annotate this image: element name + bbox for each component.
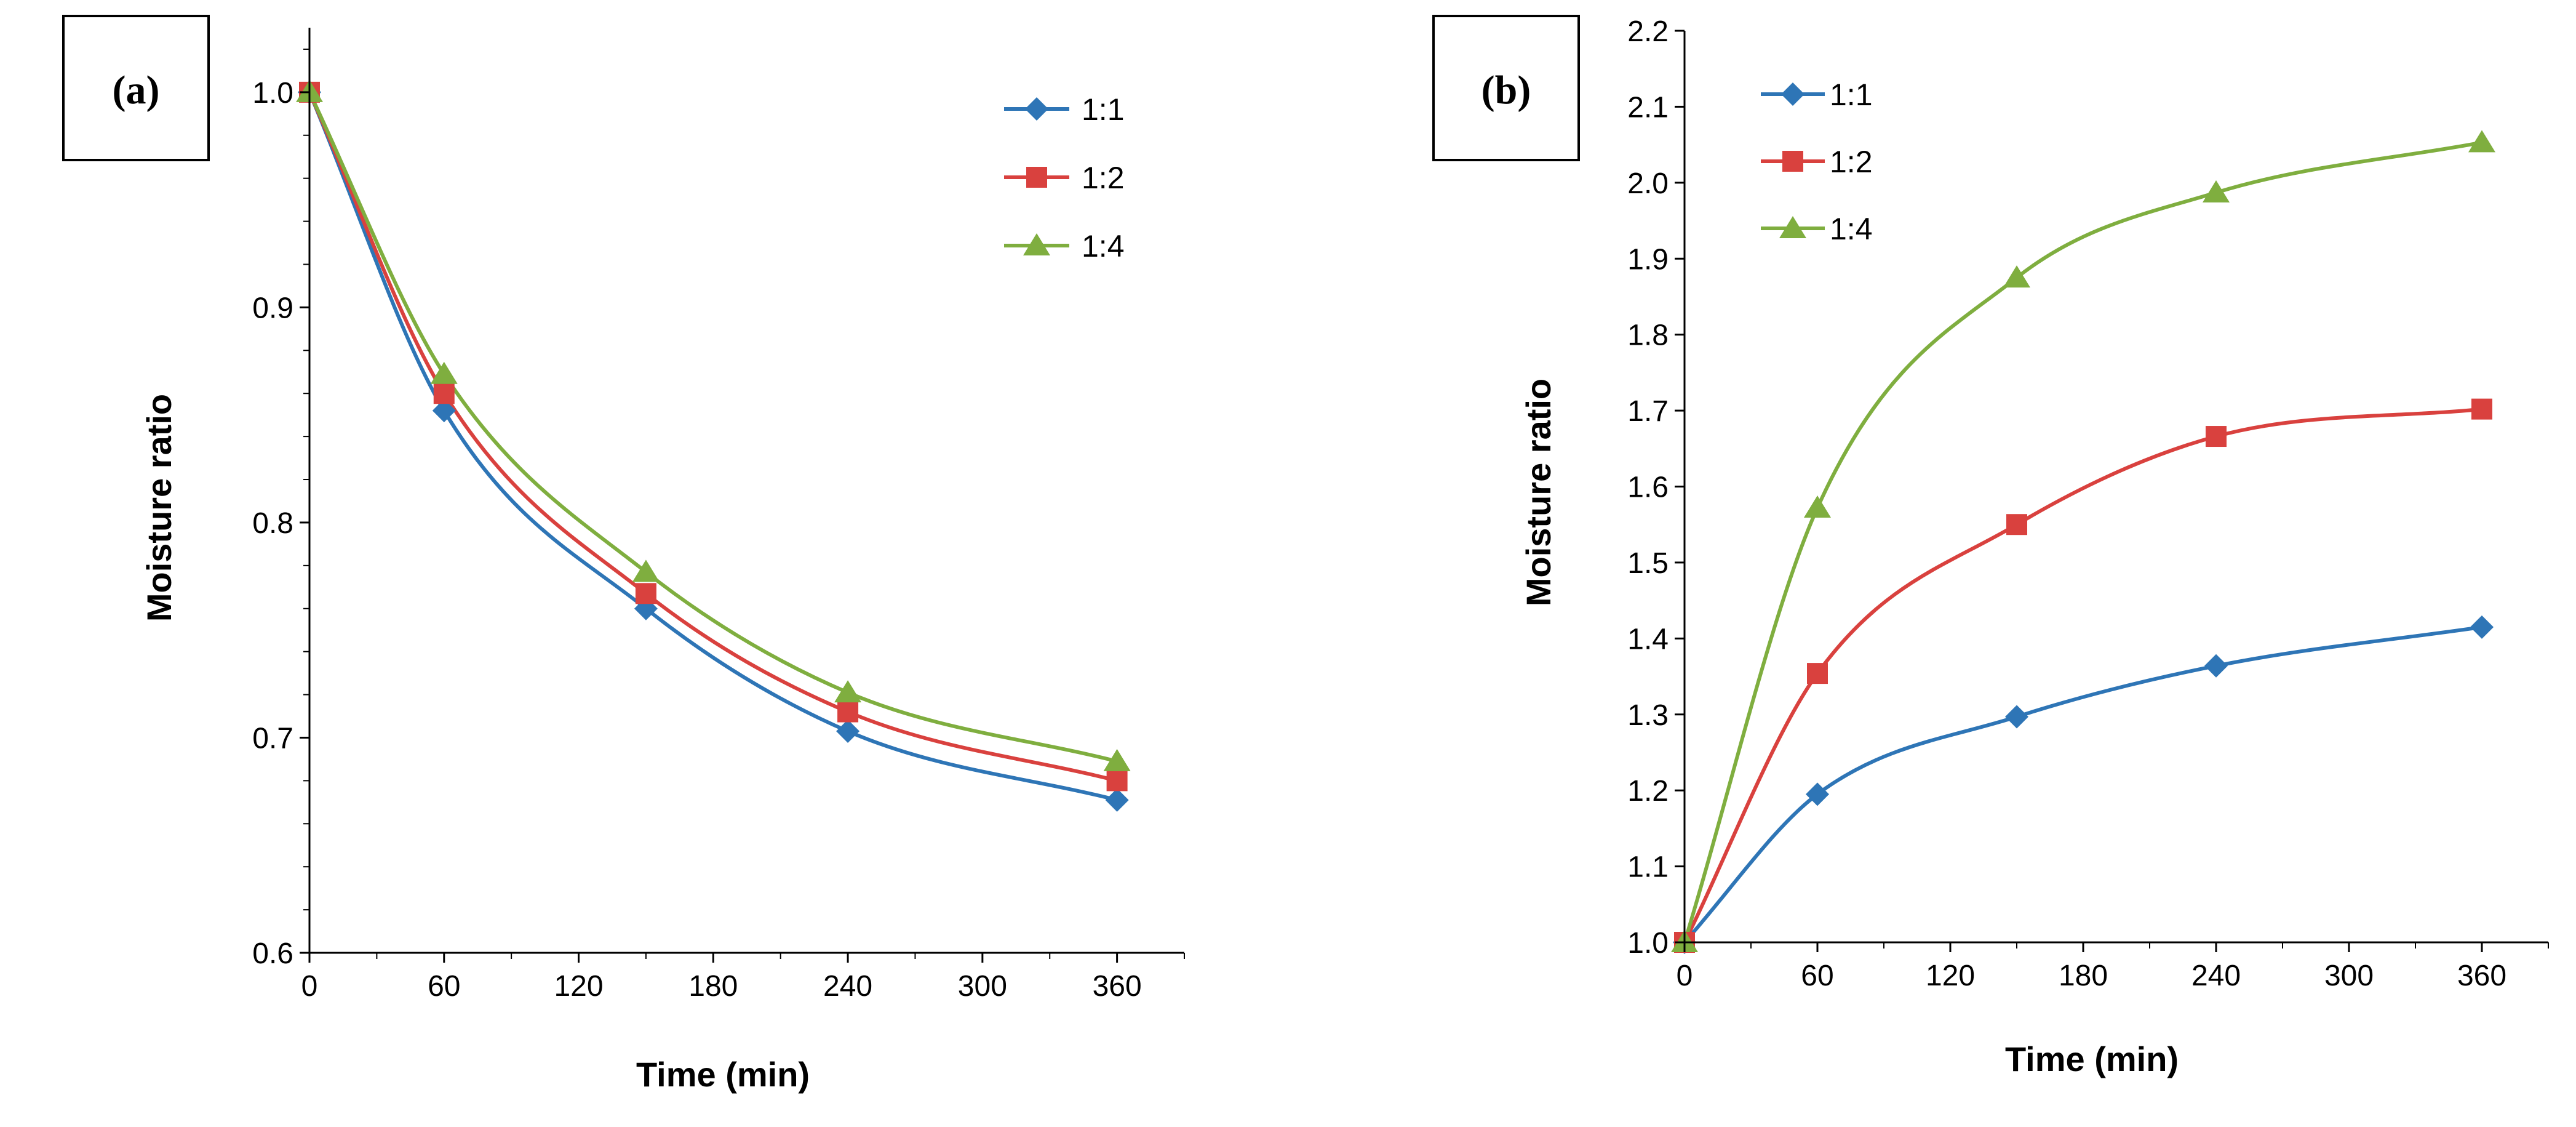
x-tick-label-b-2: 120 xyxy=(1926,960,1975,992)
chart-panel-b: (b) 0 60 120 180 240 300 360 1.01.11.21.31.41.… xyxy=(1432,15,2549,1078)
x-ticks-a: 0 60 120 180 240 300 360 xyxy=(301,953,1185,1003)
x-tick-label-a-3: 180 xyxy=(688,970,738,1003)
y-axis-title-a: Moisture ratio xyxy=(140,394,178,622)
legend-marker-a-1 xyxy=(1026,167,1047,188)
y-tick-label-b-4: 1.4 xyxy=(1627,623,1669,656)
legend-a: 1:1 1:2 1:4 xyxy=(1004,92,1125,263)
y-tick-label-a-4: 1.0 xyxy=(252,77,293,110)
y-tick-label-b-3: 1.3 xyxy=(1627,699,1669,732)
data-point-b-2-3 xyxy=(2203,180,2230,203)
data-point-b-1-2 xyxy=(2006,514,2027,535)
x-axis-title-b: Time (min) xyxy=(2005,1040,2179,1078)
y-axis-title-b: Moisture ratio xyxy=(1519,379,1558,606)
legend-label-a-0: 1:1 xyxy=(1082,92,1125,127)
x-tick-label-a-1: 60 xyxy=(428,970,460,1003)
x-tick-label-a-2: 120 xyxy=(554,970,603,1003)
series-line-b-2 xyxy=(1683,140,2484,944)
x-tick-label-b-3: 180 xyxy=(2059,960,2108,992)
chart-panel-a: (a) 0 60 120 180 240 300 360 0.6 0.7 0.8 0.9 1.0 T… xyxy=(62,15,1185,1094)
y-tick-label-b-12: 2.2 xyxy=(1627,15,1669,48)
series-line-a-1 xyxy=(308,90,1119,783)
panel-label-box-a xyxy=(62,15,210,161)
y-tick-label-a-0: 0.6 xyxy=(252,937,293,970)
legend-b: 1:1 1:2 1:4 xyxy=(1761,78,1873,246)
series-layer-a xyxy=(296,79,1131,812)
legend-label-a-1: 1:2 xyxy=(1082,161,1125,195)
legend-marker-b-0 xyxy=(1781,82,1804,106)
series-line-a-2 xyxy=(308,90,1119,763)
data-point-b-0-3 xyxy=(2204,654,2228,678)
data-point-b-2-2 xyxy=(2003,265,2030,288)
data-point-a-0-1 xyxy=(432,399,456,423)
series-layer-b xyxy=(1671,130,2495,954)
x-tick-label-b-6: 360 xyxy=(2457,960,2506,992)
panel-label-b: (b) xyxy=(1481,68,1531,113)
y-ticks-b: 1.0 1.1 1.2 1.3 1.4 1.5 1.6 1.7 1.8 1.9 2.0 2.1 2.2 xyxy=(1627,15,1685,960)
data-point-b-0-2 xyxy=(2005,705,2028,729)
y-tick-label-b-8: 1.8 xyxy=(1627,319,1669,352)
y-tick-label-b-7: 1.7 xyxy=(1627,395,1669,428)
data-point-b-1-1 xyxy=(1807,663,1828,684)
y-tick-label-a-3: 0.9 xyxy=(252,292,293,324)
legend-marker-a-2 xyxy=(1023,233,1050,255)
axes-a xyxy=(308,28,1184,954)
series-line-b-1 xyxy=(1683,407,2484,944)
data-point-b-0-4 xyxy=(2470,615,2494,639)
series-line-a-0 xyxy=(308,90,1119,802)
y-tick-label-b-6: 1.6 xyxy=(1627,471,1669,504)
data-point-a-2-1 xyxy=(430,361,458,384)
data-point-b-0-1 xyxy=(1806,782,1829,806)
x-tick-label-b-1: 60 xyxy=(1801,960,1833,992)
x-tick-label-b-4: 240 xyxy=(2191,960,2241,992)
x-tick-label-b-5: 300 xyxy=(2324,960,2374,992)
legend-label-b-2: 1:4 xyxy=(1830,212,1873,246)
data-point-b-2-1 xyxy=(1804,495,1831,518)
series-line-b-0 xyxy=(1683,625,2484,944)
y-tick-label-b-0: 1.0 xyxy=(1627,927,1669,960)
data-point-a-1-3 xyxy=(837,701,859,723)
x-tick-label-a-4: 240 xyxy=(823,970,872,1003)
data-point-b-1-4 xyxy=(2471,398,2492,420)
data-point-b-2-4 xyxy=(2468,130,2495,153)
panel-label-box-b xyxy=(1432,15,1580,161)
x-tick-label-b-0: 0 xyxy=(1677,960,1693,992)
x-ticks-b: 0 60 120 180 240 300 360 xyxy=(1677,942,2549,992)
y-tick-label-a-1: 0.7 xyxy=(252,722,293,755)
legend-label-b-1: 1:2 xyxy=(1830,145,1873,179)
data-point-a-2-4 xyxy=(1103,748,1131,771)
y-tick-label-b-1: 1.1 xyxy=(1627,851,1669,884)
data-point-a-2-2 xyxy=(632,559,660,582)
legend-marker-b-2 xyxy=(1779,216,1806,238)
axes-b xyxy=(1683,31,2548,944)
legend-marker-a-0 xyxy=(1025,97,1048,121)
y-ticks-a: 0.6 0.7 0.8 0.9 1.0 xyxy=(252,48,309,970)
legend-marker-b-1 xyxy=(1782,151,1803,172)
data-point-a-1-4 xyxy=(1106,770,1128,792)
x-tick-label-a-0: 0 xyxy=(301,970,318,1003)
y-tick-label-b-5: 1.5 xyxy=(1627,547,1669,580)
panel-label-a: (a) xyxy=(113,68,160,113)
x-tick-label-a-6: 360 xyxy=(1093,970,1142,1003)
y-tick-label-a-2: 0.8 xyxy=(252,507,293,540)
legend-label-b-0: 1:1 xyxy=(1830,78,1873,112)
data-point-a-2-3 xyxy=(834,680,862,703)
data-point-a-1-2 xyxy=(635,583,656,604)
legend-label-a-2: 1:4 xyxy=(1082,229,1125,263)
data-point-a-0-4 xyxy=(1105,788,1129,812)
y-tick-label-b-11: 2.1 xyxy=(1627,91,1669,124)
data-point-a-1-1 xyxy=(433,383,455,404)
data-point-b-1-3 xyxy=(2206,426,2227,447)
data-point-a-0-3 xyxy=(836,719,860,743)
y-tick-label-b-9: 1.9 xyxy=(1627,243,1669,276)
x-tick-label-a-5: 300 xyxy=(958,970,1007,1003)
y-tick-label-b-10: 2.0 xyxy=(1627,167,1669,200)
x-axis-title-a: Time (min) xyxy=(636,1055,810,1094)
y-tick-label-b-2: 1.2 xyxy=(1627,775,1669,808)
